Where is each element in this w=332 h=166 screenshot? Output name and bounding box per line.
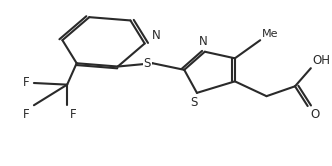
Text: OH: OH [312,54,330,67]
Text: N: N [152,29,160,42]
Text: F: F [23,108,29,121]
Text: O: O [311,108,320,121]
Text: S: S [190,96,198,109]
Text: Me: Me [262,29,278,39]
Text: F: F [23,76,29,89]
Text: F: F [70,108,77,121]
Text: N: N [199,35,208,48]
Text: S: S [144,57,151,70]
